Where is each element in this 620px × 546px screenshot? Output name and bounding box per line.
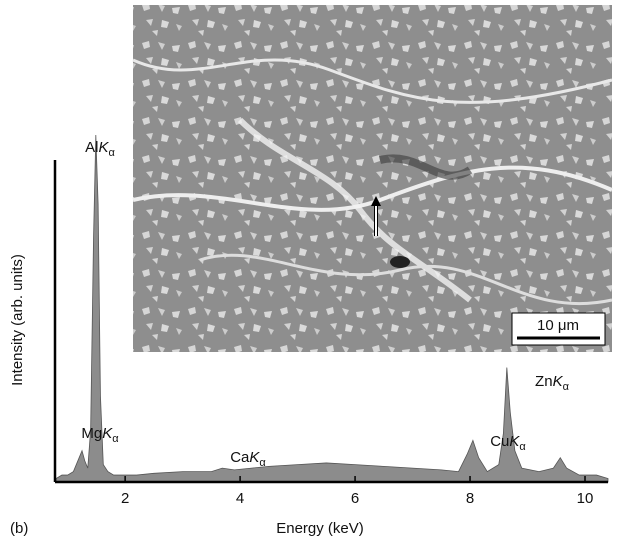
peak-label: AlKα — [85, 139, 115, 159]
x-tick-label: 6 — [351, 490, 359, 507]
peak-label: ZnKα — [535, 373, 570, 393]
scale-bar-label: 10 μm — [537, 317, 579, 334]
x-tick-label: 8 — [466, 490, 474, 507]
sem-inset: 10 μm — [132, 5, 613, 352]
x-axis-title: Energy (keV) — [276, 520, 364, 537]
spectrum — [55, 134, 609, 483]
peak-label: MgKα — [81, 425, 119, 445]
x-tick-label: 10 — [577, 490, 594, 507]
x-tick-label: 2 — [121, 490, 129, 507]
panel-label: (b) — [10, 520, 28, 537]
y-axis-title: Intensity (arb. units) — [9, 254, 26, 386]
peak-label: CaKα — [230, 449, 266, 469]
x-tick-label: 4 — [236, 490, 244, 507]
peak-label: CuKα — [490, 433, 526, 453]
